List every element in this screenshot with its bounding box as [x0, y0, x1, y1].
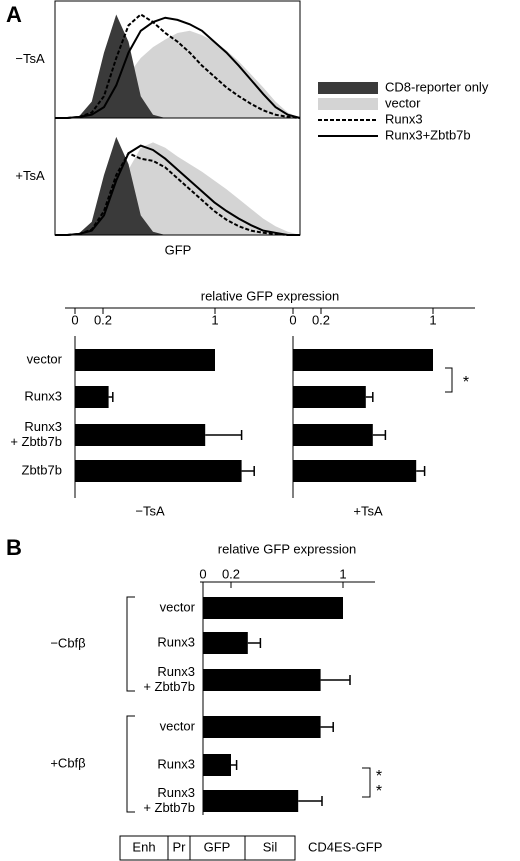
construct-box [119, 835, 296, 861]
panel-label: −TsA [135, 503, 165, 518]
x-tick-label: 0 [289, 312, 296, 327]
annotation: * [376, 768, 382, 785]
bar [203, 754, 231, 776]
bracket [362, 767, 371, 798]
x-tick-label: 0.2 [222, 566, 240, 581]
x-tick-label: 0 [71, 312, 78, 327]
bar [293, 460, 417, 482]
x-axis-label: GFP [165, 242, 192, 257]
construct-part: Pr [173, 839, 187, 854]
histogram-area [55, 142, 300, 235]
x-tick-label: 1 [429, 312, 436, 327]
category-label: Zbtb7b [22, 462, 62, 477]
bar [75, 349, 215, 371]
panel-label: +TsA [353, 503, 383, 518]
category-label: Runx3 [157, 634, 195, 649]
bar [203, 632, 248, 654]
annotation: * [463, 374, 469, 391]
row-label: −TsA [15, 51, 45, 66]
legend-label: vector [385, 95, 421, 110]
histogram-area [55, 14, 300, 119]
x-tick-label: 0 [199, 566, 206, 581]
panel-letter: B [6, 535, 22, 560]
group-bracket [126, 596, 135, 692]
category-label: Runx3 + Zbtb7b [143, 664, 195, 694]
histogram-line [55, 144, 300, 236]
x-axis-label: relative GFP expression [201, 288, 340, 303]
x-tick-label: 0.2 [312, 312, 330, 327]
bar [293, 386, 366, 408]
construct [119, 835, 296, 861]
construct-part: GFP [204, 839, 231, 854]
bar [203, 669, 321, 691]
x-tick-label: 1 [339, 566, 346, 581]
bar [75, 386, 109, 408]
legend-swatch [318, 82, 378, 94]
row-label: +TsA [15, 168, 45, 183]
category-label: vector [27, 351, 63, 366]
category-label: Runx3 + Zbtb7b [143, 785, 195, 815]
bar [75, 460, 242, 482]
bar [293, 424, 373, 446]
group-label: −Cbfβ [50, 635, 85, 650]
bar [203, 716, 321, 738]
legend-swatch [318, 98, 378, 110]
category-label: Runx3 [24, 388, 62, 403]
construct-label: CD4ES-GFP [308, 839, 382, 854]
bracket [445, 367, 453, 393]
bar [203, 790, 299, 812]
panel-frame [54, 117, 301, 236]
bar [293, 349, 433, 371]
histogram-line [55, 16, 301, 119]
histogram-area [55, 136, 300, 235]
bar [203, 597, 343, 619]
category-label: Runx3 [157, 756, 195, 771]
legend-label: Runx3+Zbtb7b [385, 127, 471, 142]
histogram-line [55, 151, 300, 236]
bar [75, 424, 206, 446]
histogram-line [55, 13, 301, 119]
group-label: +Cbfβ [50, 755, 85, 770]
x-tick-label: 0.2 [94, 312, 112, 327]
construct-part: Enh [132, 839, 155, 854]
x-axis-label: relative GFP expression [218, 541, 357, 556]
legend-label: Runx3 [385, 111, 423, 126]
category-label: Runx3 + Zbtb7b [10, 419, 62, 449]
annotation: * [376, 783, 382, 800]
category-label: vector [160, 718, 196, 733]
panel-letter: A [6, 2, 22, 27]
legend-label: CD8-reporter only [385, 79, 489, 94]
category-label: vector [160, 599, 196, 614]
group-bracket [126, 715, 135, 813]
x-tick-label: 1 [211, 312, 218, 327]
construct-part: Sil [263, 839, 278, 854]
